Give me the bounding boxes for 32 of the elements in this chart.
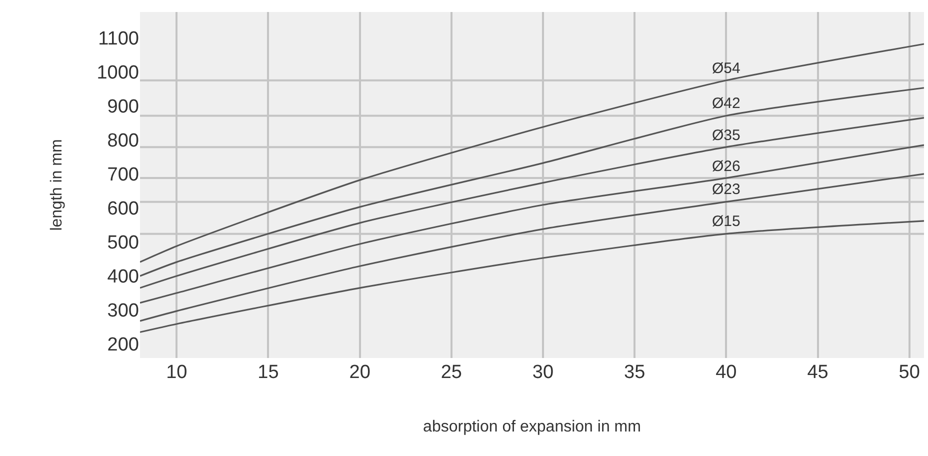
series-label: Ø23 [712,181,740,198]
line-series [140,144,924,304]
line-series [140,173,924,322]
line-series [140,87,924,277]
y-tick-label: 500 [107,232,139,254]
x-tick-label: 50 [898,362,920,383]
series-label: Ø54 [712,60,740,77]
y-tick-label: 900 [107,96,139,118]
x-tick-label: 20 [349,362,370,383]
series-label: Ø26 [712,158,740,175]
x-tick-label: 25 [440,362,462,383]
x-tick-label: 30 [532,362,554,383]
y-axis-title: length in mm [48,139,66,231]
series-label: Ø35 [712,127,740,144]
y-tick-label: 1100 [98,28,139,50]
line-series [140,43,924,263]
x-tick-label: 40 [716,362,737,383]
y-tick-label: 600 [107,198,139,220]
line-series [140,117,924,289]
x-tick-label: 10 [166,362,188,383]
series-label: Ø15 [712,213,740,230]
y-tick-label: 700 [107,164,139,186]
y-tick-label: 1000 [96,62,139,84]
y-tick-label: 300 [107,300,139,322]
x-axis-title: absorption of expansion in mm [423,418,641,436]
x-tick-label: 45 [807,362,828,383]
series-label: Ø42 [712,95,740,112]
x-tick-label: 35 [624,362,646,383]
x-tick-label: 15 [258,362,279,383]
y-tick-label: 400 [107,266,139,288]
y-tick-label: 200 [107,334,139,356]
y-tick-label: 800 [107,130,139,152]
